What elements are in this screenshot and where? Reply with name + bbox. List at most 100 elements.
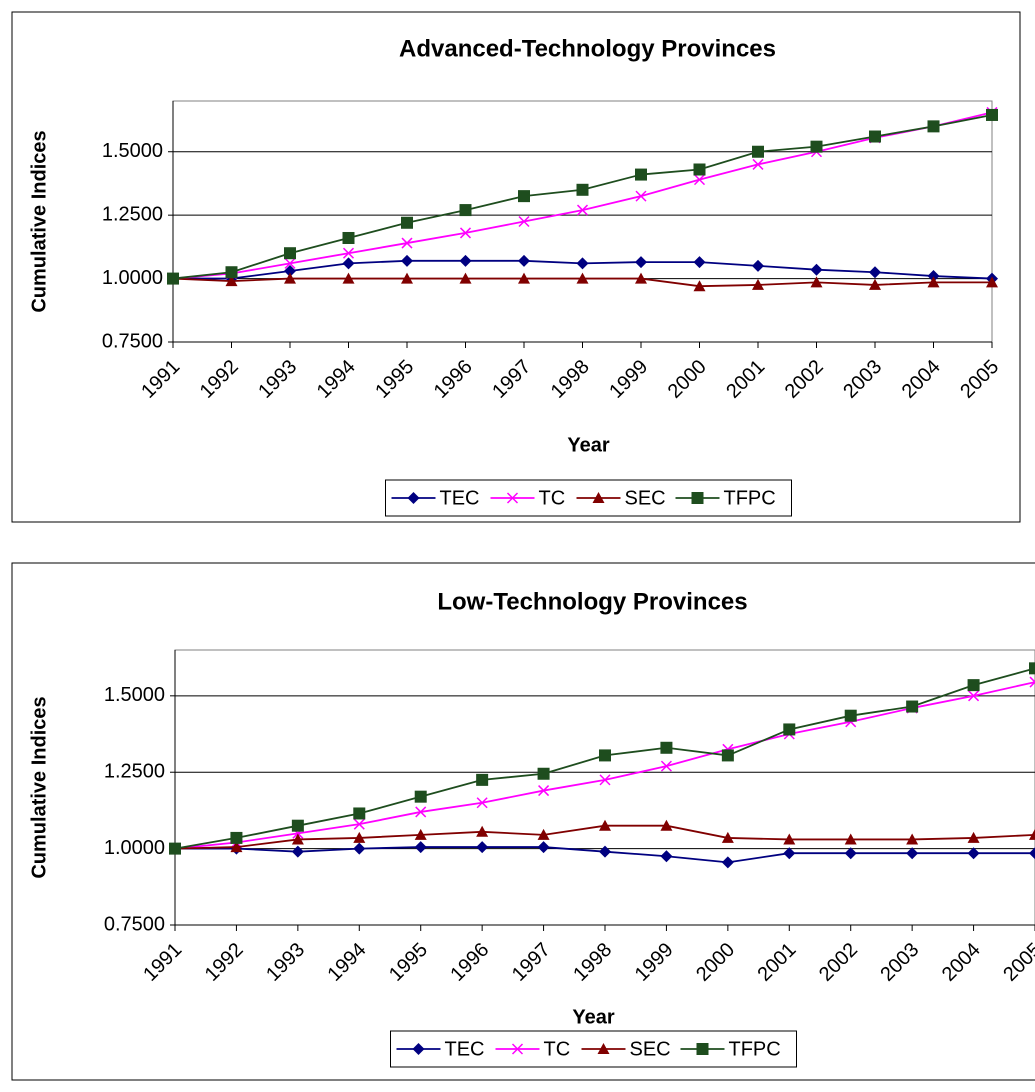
marker (518, 272, 530, 284)
marker (693, 174, 706, 186)
marker (518, 254, 530, 267)
marker (459, 227, 472, 239)
marker (353, 842, 366, 855)
legend-marker (511, 1043, 524, 1055)
legend-label: TC (539, 487, 566, 509)
marker (693, 163, 706, 176)
legend-label: TC (544, 1038, 571, 1060)
marker (476, 797, 488, 809)
marker (599, 819, 611, 831)
marker (599, 774, 611, 786)
marker (783, 833, 796, 845)
legend-marker (691, 492, 704, 504)
marker (967, 831, 980, 843)
marker (783, 723, 796, 736)
marker (927, 276, 940, 288)
marker (927, 270, 940, 283)
marker (537, 841, 550, 854)
marker (810, 140, 823, 153)
marker (721, 856, 734, 869)
plot-area (172, 100, 993, 343)
marker (599, 749, 611, 762)
marker (986, 276, 998, 288)
marker (476, 773, 489, 786)
marker (353, 831, 366, 843)
marker (576, 257, 589, 270)
marker (1029, 828, 1035, 840)
chart: Low-Technology Provinces 0.7500 1.0000 1.25… (11, 562, 1035, 1081)
marker (230, 841, 243, 853)
marker (291, 819, 304, 832)
marker (635, 256, 647, 269)
chart: Advanced-Technology Provinces 0.7500 1.000… (11, 11, 1021, 523)
y-tick-label: 1.5000 (102, 140, 163, 162)
marker (342, 272, 355, 284)
marker (576, 272, 589, 284)
marker (414, 790, 427, 803)
legend-label: TEC (445, 1038, 485, 1060)
marker (810, 263, 823, 276)
marker (576, 204, 589, 216)
legend-marker (597, 1043, 610, 1054)
y-tick-label: 1.2500 (104, 761, 165, 783)
y-axis-title: Cumulative Indices (28, 130, 50, 312)
y-tick-label: 1.0000 (102, 267, 163, 289)
marker (599, 845, 611, 858)
marker (906, 847, 919, 860)
y-tick-label: 1.2500 (102, 203, 163, 225)
marker (986, 108, 998, 121)
marker (752, 278, 764, 290)
marker (169, 842, 181, 855)
marker (810, 276, 823, 288)
marker (284, 247, 296, 260)
marker (353, 807, 366, 820)
marker (401, 216, 413, 229)
legend-marker (506, 492, 519, 504)
marker (284, 257, 296, 269)
legend-label: TFPC (724, 487, 776, 509)
marker (869, 266, 881, 279)
chart-title: Advanced-Technology Provinces (399, 35, 776, 62)
marker (414, 828, 427, 840)
marker (660, 819, 673, 831)
marker (225, 266, 238, 279)
marker (537, 767, 550, 780)
marker (291, 845, 304, 858)
marker (693, 280, 706, 292)
marker (968, 690, 980, 702)
legend-label: SEC (630, 1038, 671, 1060)
marker (844, 709, 857, 722)
marker (284, 264, 296, 277)
marker (414, 841, 427, 854)
marker (635, 168, 647, 181)
marker (167, 272, 179, 285)
legend-marker (412, 1043, 425, 1055)
marker (518, 190, 530, 203)
y-tick-label: 1.0000 (104, 837, 165, 859)
marker (225, 275, 238, 287)
marker (693, 256, 706, 269)
legend-label: TEC (440, 487, 480, 509)
marker (353, 818, 365, 830)
marker (230, 831, 243, 844)
marker (401, 272, 413, 284)
marker (1029, 847, 1035, 860)
plot-area (174, 649, 1035, 926)
marker (660, 741, 673, 754)
y-tick-label: 1.5000 (104, 684, 165, 706)
marker (660, 850, 673, 863)
marker (906, 700, 919, 713)
marker (967, 679, 980, 692)
y-axis-title: Cumulative Indices (28, 696, 50, 878)
marker (752, 145, 764, 158)
marker (635, 190, 647, 202)
marker (869, 278, 881, 290)
marker (459, 272, 472, 284)
marker (844, 833, 857, 845)
marker (538, 785, 550, 797)
marker (537, 828, 550, 840)
marker (906, 833, 919, 845)
legend-marker (407, 492, 420, 504)
